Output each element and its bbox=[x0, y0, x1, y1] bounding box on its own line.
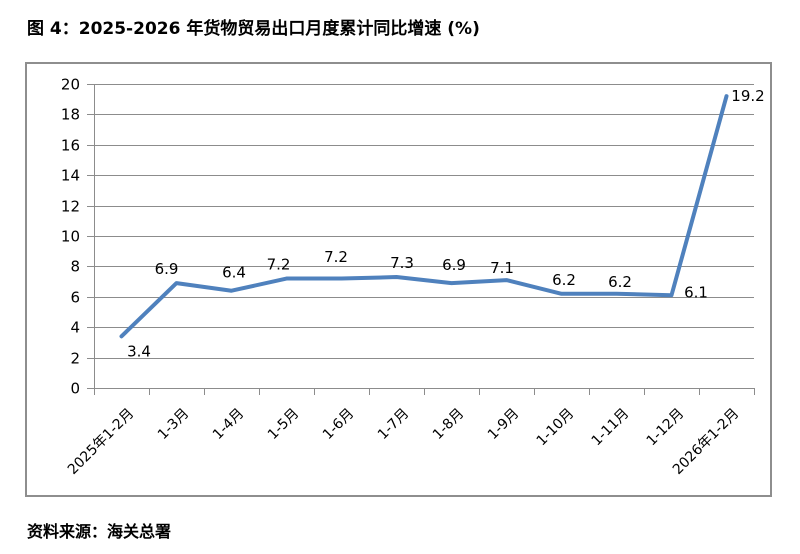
data-label: 6.4 bbox=[222, 264, 246, 282]
y-tick-label: 4 bbox=[70, 319, 80, 337]
figure-title: 图 4：2025-2026 年货物贸易出口月度累计同比增速 (%) bbox=[27, 19, 480, 39]
y-tick-label: 18 bbox=[61, 106, 80, 124]
y-tick-label: 10 bbox=[61, 228, 80, 246]
y-tick-label: 6 bbox=[70, 289, 80, 307]
x-category-label: 1-4月 bbox=[210, 406, 247, 443]
y-tick-label: 0 bbox=[70, 380, 80, 398]
series-line bbox=[119, 94, 729, 339]
line-chart-svg: 0 2 4 6 8 10 12 14 16 18 20 2025年1-2月 1-3月 1-4月 1-5月 1-… bbox=[61, 76, 765, 478]
x-category-label: 1-5月 bbox=[265, 406, 302, 443]
data-label: 7.2 bbox=[267, 256, 291, 274]
data-label: 6.1 bbox=[684, 283, 708, 301]
y-tick-label: 16 bbox=[61, 137, 80, 155]
y-tick-label: 12 bbox=[61, 198, 80, 216]
data-label: 3.4 bbox=[127, 342, 151, 360]
x-category-label: 1-10月 bbox=[534, 406, 578, 450]
chart-frame: 0 2 4 6 8 10 12 14 16 18 20 2025年1-2月 1-3月 1-4月 1-5月 1-… bbox=[25, 62, 772, 497]
data-label: 7.1 bbox=[490, 259, 514, 277]
y-tick-label: 8 bbox=[70, 258, 80, 276]
x-category-label: 1-12月 bbox=[644, 406, 688, 450]
x-category-label: 2025年1-2月 bbox=[65, 406, 137, 478]
data-label: 6.9 bbox=[155, 260, 179, 278]
y-tick-label: 14 bbox=[61, 167, 80, 185]
data-label: 7.2 bbox=[324, 248, 348, 266]
x-category-label: 1-6月 bbox=[320, 406, 357, 443]
y-tick-label: 20 bbox=[61, 76, 80, 94]
data-label: 6.2 bbox=[552, 271, 576, 289]
data-label: 19.2 bbox=[731, 87, 764, 105]
x-category-label: 1-9月 bbox=[485, 406, 522, 443]
x-category-label: 1-7月 bbox=[375, 406, 412, 443]
x-category-label: 1-8月 bbox=[430, 406, 467, 443]
x-category-label: 1-3月 bbox=[155, 406, 192, 443]
data-label: 6.9 bbox=[442, 256, 466, 274]
x-category-label: 1-11月 bbox=[589, 406, 633, 450]
source-note: 资料来源：海关总署 bbox=[27, 522, 172, 541]
data-label: 6.2 bbox=[608, 273, 632, 291]
y-tick-label: 2 bbox=[70, 350, 80, 368]
data-label: 7.3 bbox=[390, 254, 414, 272]
